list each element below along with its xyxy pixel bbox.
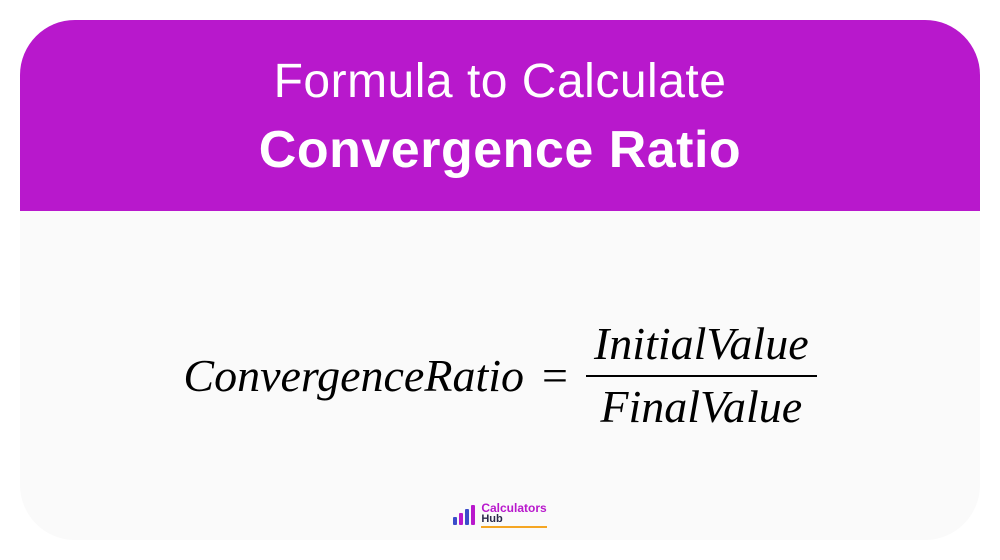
formula-equation: ConvergenceRatio = InitialValue FinalVal… xyxy=(183,318,816,434)
logo-text-bot: Hub xyxy=(481,514,546,528)
formula-numerator: InitialValue xyxy=(586,318,817,375)
formula-card: Formula to Calculate Convergence Ratio C… xyxy=(20,20,980,540)
logo-bars-icon xyxy=(453,505,475,525)
brand-logo: Calculators Hub xyxy=(453,502,546,528)
formula-lhs: ConvergenceRatio xyxy=(183,349,524,402)
header-title-line2: Convergence Ratio xyxy=(40,118,960,183)
formula-denominator: FinalValue xyxy=(592,377,810,434)
logo-bar-4 xyxy=(471,505,475,525)
card-header: Formula to Calculate Convergence Ratio xyxy=(20,20,980,211)
card-footer: Calculators Hub xyxy=(20,502,980,528)
logo-bar-1 xyxy=(453,517,457,525)
logo-bar-3 xyxy=(465,509,469,525)
logo-bar-2 xyxy=(459,513,463,525)
equals-sign: = xyxy=(542,349,568,402)
formula-area: ConvergenceRatio = InitialValue FinalVal… xyxy=(20,211,980,540)
formula-fraction: InitialValue FinalValue xyxy=(586,318,817,434)
header-title-line1: Formula to Calculate xyxy=(40,52,960,112)
logo-text: Calculators Hub xyxy=(481,502,546,528)
